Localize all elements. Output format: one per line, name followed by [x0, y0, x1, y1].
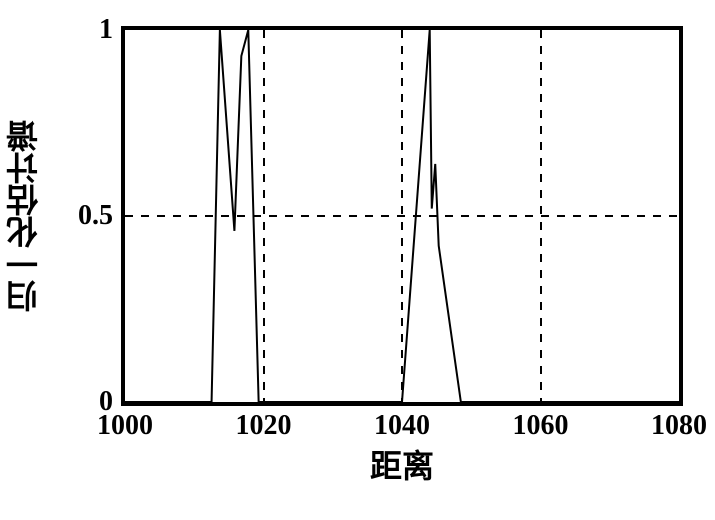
grid-line-vertical — [540, 30, 542, 402]
grid-line-vertical — [263, 30, 265, 402]
y-axis-label: 归一化估计谱 — [8, 120, 40, 312]
plot-area — [121, 26, 683, 406]
y-tick-label: 1 — [53, 16, 113, 44]
x-tick-label: 1040 — [374, 412, 430, 440]
chart-container: 归一化估计谱 距离 00.5110001020104010601080 — [0, 0, 715, 520]
x-axis-label: 距离 — [370, 450, 434, 482]
x-tick-label: 1000 — [97, 412, 153, 440]
x-tick-label: 1020 — [236, 412, 292, 440]
x-tick-label: 1060 — [513, 412, 569, 440]
y-tick-label: 0.5 — [53, 202, 113, 230]
x-tick-label: 1080 — [651, 412, 707, 440]
grid-line-vertical — [401, 30, 403, 402]
